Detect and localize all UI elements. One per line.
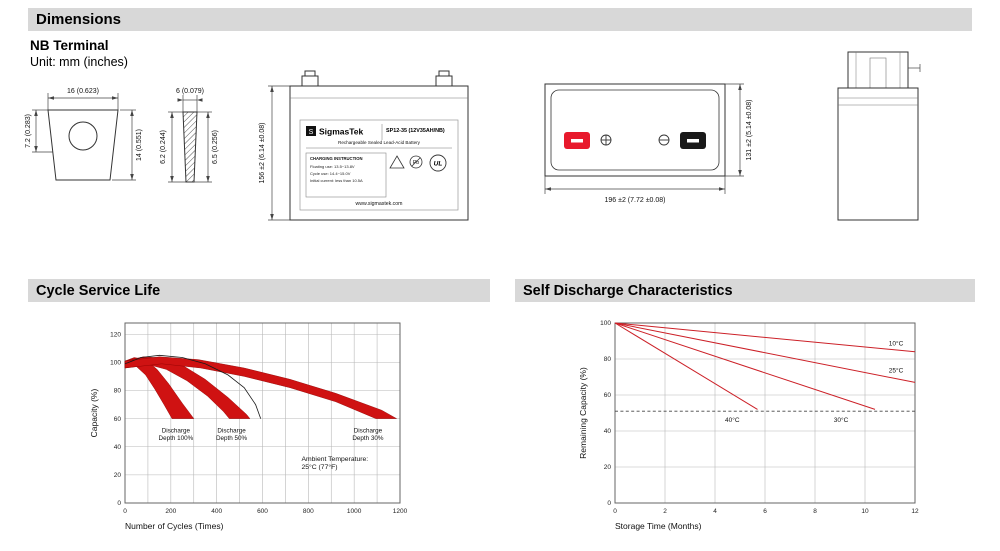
terminal-side-width-label: 6 (0.079) — [176, 88, 204, 95]
top-view-outline — [544, 83, 726, 177]
terminal-front-view: 16 (0.623) 7.2 (0.283) 14 (0.551) — [25, 88, 143, 181]
terminal-side-view: 6 (0.079) 6.2 (0.244) 6.5 (0.256) — [160, 88, 219, 183]
battery-top-view: 196 ±2 (7.72 ±0.08) 131 ±2 (5.14 ±0.08) — [544, 83, 753, 204]
product-label-panel — [299, 119, 459, 211]
svg-text:25°C (77°F): 25°C (77°F) — [301, 463, 337, 471]
minus-symbol-icon — [658, 134, 670, 146]
svg-text:0: 0 — [117, 500, 121, 507]
svg-text:40: 40 — [114, 444, 122, 451]
plus-symbol-icon — [600, 134, 612, 146]
recycle-icon — [389, 155, 405, 169]
svg-text:Ambient Temperature:: Ambient Temperature: — [301, 456, 368, 463]
website-url: www.sigmastek.com — [356, 201, 403, 207]
cycle-service-life-bar: Cycle Service Life — [28, 279, 490, 302]
svg-text:Depth 30%: Depth 30% — [352, 435, 384, 442]
terminal-side-left-label: 6.2 (0.244) — [160, 130, 167, 164]
battery-top-width-label: 196 ±2 (7.72 ±0.08) — [604, 197, 665, 204]
side-body — [837, 87, 919, 221]
terminal-front-right-label: 14 (0.551) — [136, 129, 143, 161]
svg-text:Discharge: Discharge — [354, 428, 383, 435]
brand-logo-glyph: S — [309, 129, 314, 136]
self-discharge-bar: Self Discharge Characteristics — [515, 279, 975, 302]
nb-terminal-title: NB Terminal — [30, 38, 109, 53]
self-discharge-title: Self Discharge Characteristics — [523, 282, 733, 299]
svg-text:30°C: 30°C — [834, 416, 849, 424]
unit-label: Unit: mm (inches) — [30, 55, 128, 69]
svg-text:Discharge: Discharge — [162, 428, 191, 435]
model-number: SP12-35 (12V35AH/NB) — [386, 128, 445, 134]
svg-text:Storage Time (Months): Storage Time (Months) — [615, 521, 702, 531]
svg-text:400: 400 — [211, 508, 222, 515]
svg-text:25°C: 25°C — [889, 367, 904, 375]
charging-instruction-box — [305, 152, 387, 198]
terminal-front-width-label: 16 (0.623) — [67, 88, 99, 95]
svg-text:1000: 1000 — [347, 508, 362, 515]
svg-text:100: 100 — [600, 320, 611, 327]
svg-text:20: 20 — [114, 472, 122, 479]
svg-text:80: 80 — [114, 388, 122, 395]
svg-text:12: 12 — [911, 508, 919, 515]
svg-text:800: 800 — [303, 508, 314, 515]
svg-text:40: 40 — [604, 428, 612, 435]
battery-front-view: 156 ±2 (6.14 ±0.08) S SigmasTek SP12-35 … — [259, 70, 469, 221]
dimension-lines — [544, 83, 744, 194]
charging-title: CHARGING INSTRUCTION — [310, 156, 363, 161]
svg-text:Remaining Capacity (%): Remaining Capacity (%) — [578, 367, 588, 459]
svg-text:Capacity (%): Capacity (%) — [89, 389, 99, 438]
ul-certification-icon: UL — [429, 154, 447, 172]
positive-terminal-mark — [571, 139, 583, 143]
svg-text:20: 20 — [604, 464, 612, 471]
svg-text:10°C: 10°C — [889, 340, 904, 348]
dimensions-section-bar: Dimensions — [28, 8, 972, 31]
cycle-service-life-chart: 0 200 400 600 800 1000 1200 0 20 40 60 80 100 120 Numb… — [89, 322, 408, 531]
terminal-side-right-label: 6.5 (0.256) — [212, 130, 219, 164]
svg-text:600: 600 — [257, 508, 268, 515]
brand-logo-icon — [306, 126, 316, 136]
no-lead-pb-icon: Pb — [409, 155, 423, 169]
svg-text:8: 8 — [813, 508, 817, 515]
negative-terminal-mark — [687, 139, 699, 143]
svg-text:2: 2 — [663, 508, 667, 515]
svg-text:Discharge: Discharge — [217, 428, 246, 435]
svg-text:1200: 1200 — [393, 508, 408, 515]
terminal-hole — [68, 121, 98, 151]
top-view-inner-outline — [550, 89, 720, 171]
svg-text:Depth 50%: Depth 50% — [216, 435, 248, 442]
svg-text:60: 60 — [604, 392, 612, 399]
svg-text:120: 120 — [110, 331, 121, 338]
battery-type-subtitle: Rechargeable Sealed Lead-Acid Battery — [338, 140, 421, 145]
battery-top-height-label: 131 ±2 (5.14 ±0.08) — [746, 99, 753, 160]
self-discharge-chart: 0 2 4 6 8 10 12 0 20 40 60 80 100 Storage Time (Month… — [578, 320, 919, 531]
dimensions-section-title: Dimensions — [36, 11, 122, 28]
svg-text:200: 200 — [165, 508, 176, 515]
charging-line-2: Cycle use: 14.4~15.0V — [310, 171, 351, 176]
terminal-side-body — [182, 111, 198, 183]
terminal-front-left-label: 7.2 (0.283) — [25, 114, 32, 148]
svg-text:Pb: Pb — [413, 160, 419, 166]
svg-text:0: 0 — [613, 508, 617, 515]
side-terminal-cover — [847, 51, 909, 89]
cycle-service-life-title: Cycle Service Life — [36, 282, 161, 299]
svg-text:4: 4 — [713, 508, 717, 515]
svg-text:40°C: 40°C — [725, 416, 740, 424]
svg-text:UL: UL — [434, 161, 443, 168]
charging-line-1: Floating use: 13.5~13.8V — [310, 164, 355, 169]
charging-line-3: Initial current: less than 10.5A — [310, 178, 363, 183]
svg-text:80: 80 — [604, 356, 612, 363]
svg-text:10: 10 — [861, 508, 869, 515]
battery-side-view — [837, 51, 921, 221]
svg-text:100: 100 — [110, 360, 121, 367]
svg-text:6: 6 — [763, 508, 767, 515]
brand-name: SigmasTek — [319, 127, 364, 137]
svg-text:0: 0 — [123, 508, 127, 515]
svg-text:60: 60 — [114, 416, 122, 423]
dimension-lines — [268, 85, 290, 221]
dimension-lines — [168, 95, 212, 183]
svg-text:0: 0 — [607, 500, 611, 507]
battery-terminals — [301, 70, 453, 87]
svg-text:Depth 100%: Depth 100% — [159, 435, 194, 442]
battery-front-height-label: 156 ±2 (6.14 ±0.08) — [259, 122, 266, 183]
svg-text:Number of Cycles (Times): Number of Cycles (Times) — [125, 521, 224, 531]
